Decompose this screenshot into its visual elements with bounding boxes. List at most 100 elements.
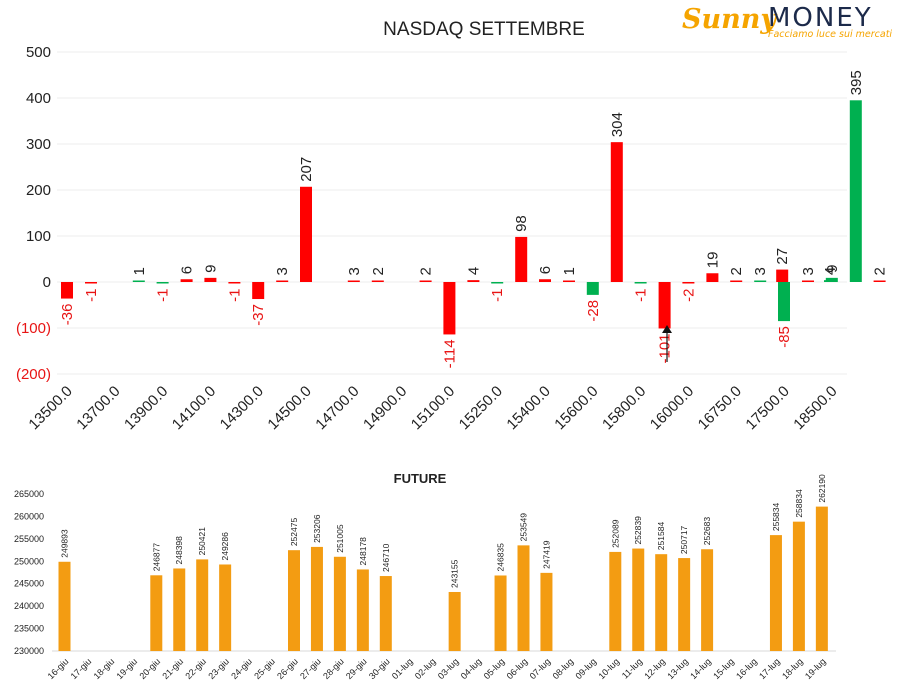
y-tick-label: 255000 [14, 534, 44, 544]
data-label: 6 [179, 266, 196, 274]
data-label: -1 [633, 289, 650, 302]
x-tick-label: 07-lug [528, 656, 553, 681]
data-label: 395 [848, 70, 865, 95]
bar [517, 545, 530, 651]
data-label: 246835 [496, 543, 506, 572]
bar [515, 236, 528, 282]
bar [658, 282, 671, 329]
x-tick-label: 23-giu [206, 656, 231, 681]
x-tick-label: 18-giu [92, 656, 117, 681]
data-label: 3 [274, 267, 291, 275]
bar [873, 280, 886, 282]
bar [252, 282, 265, 300]
data-label: 262190 [817, 474, 827, 503]
bar [701, 549, 714, 651]
x-tick-label: 17-giu [69, 656, 94, 681]
x-tick-label: 10-lug [596, 656, 621, 681]
annotation-arrowhead [662, 325, 672, 333]
y-tick-label: 100 [26, 228, 51, 245]
data-label: 243155 [450, 559, 460, 588]
bar [586, 282, 599, 295]
bar [150, 575, 163, 651]
data-label: 258834 [794, 489, 804, 518]
x-tick-label: 14700.0 [312, 383, 362, 433]
logo-brand-second: MONEY [768, 3, 873, 33]
x-tick-label: 18-lug [780, 656, 805, 681]
bar [769, 535, 782, 651]
data-label: 304 [609, 112, 626, 137]
data-label: 9 [202, 265, 219, 273]
x-tick-label: 19-lug [803, 656, 828, 681]
x-tick-label: 14300.0 [217, 383, 267, 433]
x-tick-label: 29-giu [344, 656, 369, 681]
chart-title: FUTURE [394, 471, 447, 486]
x-tick-label: 26-giu [275, 656, 300, 681]
bar [494, 575, 507, 651]
future-chart: FUTURE 265000 260000 255000 250000 245000 2400… [14, 471, 836, 681]
bar [706, 273, 719, 282]
chart-title: NASDAQ SETTEMBRE [383, 19, 585, 40]
data-label: 2 [728, 267, 745, 275]
bar [156, 282, 169, 284]
bar [276, 280, 289, 282]
data-label: -85 [776, 326, 793, 348]
bar [228, 282, 241, 284]
bar [778, 282, 790, 322]
bar [347, 280, 360, 282]
data-label: 4 [465, 267, 482, 275]
y-tick-label: 0 [43, 274, 51, 291]
data-label: 19 [704, 252, 721, 269]
bar [288, 550, 300, 651]
x-tick-label: 17-lug [757, 656, 782, 681]
x-tick-label: 16750.0 [695, 383, 745, 433]
data-label: -114 [441, 339, 458, 368]
x-tick-label: 09-lug [573, 656, 598, 681]
data-label: 2 [872, 267, 889, 275]
bar [540, 572, 553, 651]
bar [730, 280, 743, 282]
x-tick-label: 08-lug [551, 656, 576, 681]
y-tick-label: 230000 [14, 646, 44, 656]
data-label: 3 [346, 267, 363, 275]
sunny-money-logo: Sunny MONEY Facciamo luce sui mercati [680, 3, 892, 44]
bar [180, 279, 193, 282]
bar [173, 568, 186, 651]
y-tick-label: 240000 [14, 601, 44, 611]
data-label: 252475 [289, 518, 299, 547]
y-tick-label: 260000 [14, 511, 44, 521]
bar [802, 280, 814, 282]
x-tick-label: 19-giu [114, 656, 139, 681]
bar [310, 546, 323, 651]
bar [419, 280, 432, 282]
x-tick-label: 13700.0 [73, 383, 123, 433]
y-tick-label: 250000 [14, 556, 44, 566]
data-label: 249893 [60, 529, 70, 558]
bar [655, 554, 668, 651]
data-label: 247419 [541, 540, 551, 569]
logo-tagline: Facciamo luce sui mercati [768, 29, 893, 40]
x-tick-label: 15600.0 [551, 383, 601, 433]
x-tick-label: 14500.0 [264, 383, 314, 433]
x-tick-label: 16-lug [734, 656, 759, 681]
data-label: 246710 [381, 543, 391, 572]
x-tick-label: 28-giu [321, 656, 346, 681]
x-tick-label: 01-lug [390, 656, 415, 681]
x-tick-label: 11-lug [620, 656, 644, 680]
data-label: 3 [752, 267, 769, 275]
data-label: 253549 [519, 513, 529, 542]
bar [678, 558, 691, 651]
bar [682, 282, 695, 284]
x-tick-label: 24-giu [229, 656, 254, 681]
bar [815, 506, 828, 651]
nasdaq-chart: NASDAQ SETTEMBRE 500 400 300 200 100 0 (100) (20… [16, 19, 889, 433]
bar [219, 564, 232, 651]
bar [58, 561, 71, 651]
data-label: -1 [489, 289, 506, 302]
y-tick-label: 245000 [14, 579, 44, 589]
data-label: 98 [513, 215, 530, 232]
x-tick-label: 15400.0 [503, 383, 553, 433]
x-tick-label: 05-lug [482, 656, 507, 681]
x-tick-label: 14-lug [688, 656, 713, 681]
bar [356, 569, 369, 651]
y-tick-label: (100) [16, 320, 51, 337]
